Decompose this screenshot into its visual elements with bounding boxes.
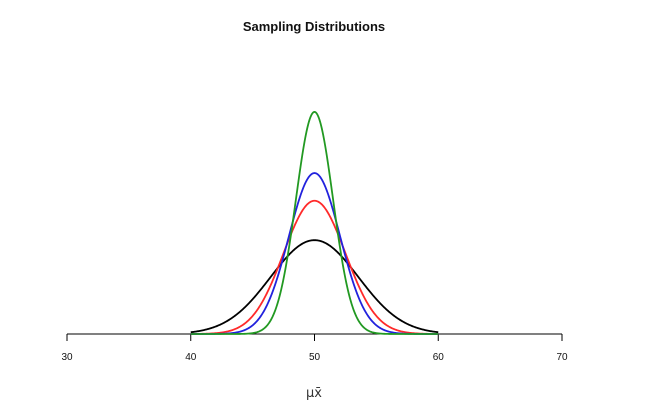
x-tick-label: 50: [309, 352, 321, 363]
x-tick-label: 60: [433, 352, 445, 363]
density-curve-4: [190, 111, 439, 335]
x-tick-label: 40: [185, 352, 197, 363]
x-axis-label: μx̄: [306, 386, 322, 401]
chart-title: Sampling Distributions: [243, 19, 385, 34]
x-axis-ticks: 30 40 50 60 70: [61, 334, 568, 363]
density-curves: [190, 111, 439, 335]
x-tick-label: 30: [61, 352, 73, 363]
density-curve-1: [190, 239, 439, 334]
x-tick-label: 70: [556, 352, 568, 363]
density-curve-3: [190, 172, 439, 335]
density-curve-2: [190, 199, 439, 335]
